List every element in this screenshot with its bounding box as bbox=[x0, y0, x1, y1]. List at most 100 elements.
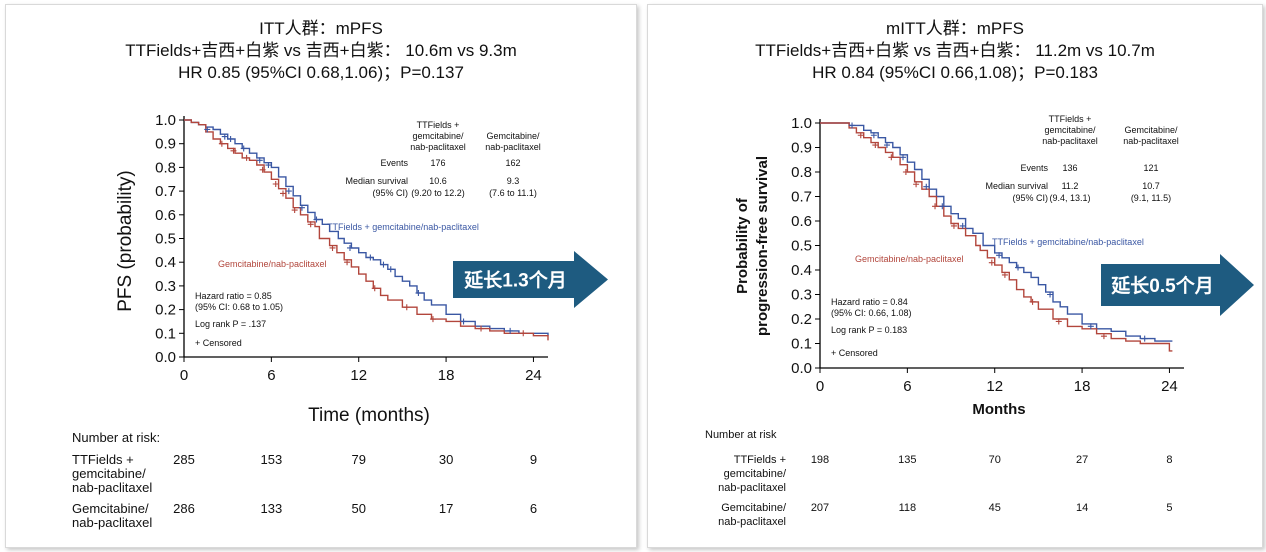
censor-mark bbox=[256, 157, 263, 164]
y-tick-label: 0.8 bbox=[155, 159, 176, 176]
risk-row-label: nab-paclitaxel bbox=[72, 480, 152, 495]
y-tick-label: 0.5 bbox=[155, 231, 176, 248]
risk-count: 286 bbox=[173, 501, 195, 516]
risk-count: 5 bbox=[1166, 502, 1172, 514]
y-tick-label: 0.9 bbox=[155, 136, 176, 153]
table-row-label: (95% CI) bbox=[372, 188, 408, 198]
censor-mark bbox=[265, 162, 272, 169]
censor-mark bbox=[932, 203, 939, 210]
risk-count: 133 bbox=[261, 501, 283, 516]
risk-table-title: Number at risk bbox=[705, 429, 777, 441]
censor-mark bbox=[460, 318, 467, 325]
x-tick-label: 0 bbox=[816, 378, 824, 395]
risk-row-label: nab-paclitaxel bbox=[718, 516, 786, 528]
y-tick-label: 0.6 bbox=[791, 213, 812, 230]
x-tick-label: 0 bbox=[180, 367, 188, 384]
y-tick-label: 0.1 bbox=[155, 325, 176, 342]
censor-mark bbox=[1001, 271, 1008, 278]
censor-mark bbox=[415, 290, 422, 297]
risk-count: 45 bbox=[989, 502, 1001, 514]
censor-mark bbox=[285, 188, 292, 195]
risk-row-label: TTFields + bbox=[734, 454, 786, 466]
risk-count: 153 bbox=[261, 452, 283, 467]
censor-mark bbox=[507, 327, 514, 334]
km-curve-control bbox=[820, 122, 1173, 352]
mitt-chart-panel: mITT人群：mPFS TTFields+吉西+白紫 vs 吉西+白紫： 11.… bbox=[647, 4, 1263, 548]
censor-mark bbox=[883, 142, 890, 149]
censor-mark bbox=[243, 154, 250, 161]
y-tick-label: 0.3 bbox=[791, 287, 812, 304]
table-col-header: nab-paclitaxel bbox=[410, 142, 466, 152]
censor-mark bbox=[1087, 323, 1094, 330]
km-plot-itt: 0.0 0.1 0.2 0.3 0.4 0.5 0.6 0.7 0.8 0.9 1.0 0 6 12 18 2… bbox=[72, 112, 608, 530]
censor-mark bbox=[367, 254, 374, 261]
censor-mark bbox=[298, 204, 305, 211]
censor-mark bbox=[1047, 291, 1054, 298]
y-tick-label: 0.9 bbox=[791, 140, 812, 157]
risk-count: 8 bbox=[1166, 454, 1172, 466]
x-tick-label: 12 bbox=[986, 378, 1003, 395]
risk-count: 207 bbox=[811, 502, 829, 514]
series-label-control: Gemcitabine/nab-paclitaxel bbox=[855, 254, 964, 264]
table-col-header: TTFields + bbox=[417, 120, 460, 130]
table-ci-value: (9.1, 11.5) bbox=[1131, 193, 1171, 203]
table-row-label: (95% CI) bbox=[1012, 193, 1048, 203]
risk-row-label: TTFields + bbox=[72, 452, 134, 467]
km-curve-ttfields bbox=[820, 122, 1173, 342]
y-tick-label: 0.7 bbox=[791, 189, 812, 206]
censor-mark bbox=[291, 207, 298, 214]
risk-count: 9 bbox=[530, 452, 537, 467]
censor-mark bbox=[272, 180, 279, 187]
censor-mark bbox=[939, 203, 946, 210]
risk-count: 285 bbox=[173, 452, 195, 467]
risk-count: 118 bbox=[899, 502, 917, 514]
censor-mark bbox=[950, 222, 957, 229]
y-axis-label: progression-free survival bbox=[754, 156, 771, 336]
x-tick-label: 12 bbox=[350, 367, 367, 384]
censor-mark bbox=[849, 122, 856, 129]
risk-row-label: gemcitabine/ bbox=[72, 466, 146, 481]
risk-count: 30 bbox=[439, 452, 453, 467]
risk-count: 79 bbox=[351, 452, 365, 467]
x-tick-label: 24 bbox=[525, 367, 542, 384]
callout-arrow bbox=[453, 251, 608, 308]
chart-subtitle: TTFields+吉西+白紫 vs 吉西+白紫： 11.2m vs 10.7m bbox=[755, 41, 1155, 60]
y-tick-label: 0.1 bbox=[791, 336, 812, 353]
risk-count: 17 bbox=[439, 501, 453, 516]
series-label-control: Gemcitabine/nab-paclitaxel bbox=[218, 259, 327, 269]
chart-subtitle: TTFields+吉西+白紫 vs 吉西+白紫： 10.6m vs 9.3m bbox=[125, 41, 517, 60]
y-tick-label: 1.0 bbox=[791, 115, 812, 132]
censored-legend: + Censored bbox=[195, 338, 242, 348]
censor-mark bbox=[240, 145, 247, 152]
censor-mark bbox=[218, 140, 225, 147]
censor-mark bbox=[387, 266, 394, 273]
table-col-header: Gemcitabine/ bbox=[486, 131, 540, 141]
censor-mark bbox=[346, 244, 353, 251]
censor-mark bbox=[280, 190, 287, 197]
censor-mark bbox=[872, 142, 879, 149]
y-tick-label: 0.4 bbox=[155, 254, 176, 271]
itt-chart-panel: ITT人群：mPFS TTFields+吉西+白紫 vs 吉西+白紫： 10.6… bbox=[5, 4, 637, 548]
risk-count: 14 bbox=[1076, 502, 1088, 514]
table-row-label: Events bbox=[1020, 163, 1048, 173]
table-events-value: 136 bbox=[1062, 163, 1077, 173]
censor-mark bbox=[221, 133, 228, 140]
table-ci-value: (9.4, 13.1) bbox=[1049, 193, 1090, 203]
table-events-value: 162 bbox=[505, 158, 520, 168]
y-tick-label: 0.6 bbox=[155, 207, 176, 224]
table-col-header: Gemcitabine/ bbox=[1124, 125, 1178, 135]
x-tick-label: 18 bbox=[438, 367, 455, 384]
y-tick-label: 0.5 bbox=[791, 238, 812, 255]
table-row-label: Median survival bbox=[985, 181, 1048, 191]
risk-table-title: Number at risk: bbox=[72, 430, 160, 445]
censor-mark bbox=[380, 261, 387, 268]
censor-mark bbox=[959, 222, 966, 229]
risk-row-label: nab-paclitaxel bbox=[72, 515, 152, 530]
y-tick-label: 0.4 bbox=[791, 262, 812, 279]
km-plot-mitt: 0.00.10.20.30.40.50.60.70.80.91.00 6 12 18 2… bbox=[705, 114, 1254, 528]
table-col-header: gemcitabine/ bbox=[1044, 125, 1096, 135]
censor-mark bbox=[996, 252, 1003, 259]
risk-count: 50 bbox=[351, 501, 365, 516]
table-col-header: TTFields + bbox=[1049, 114, 1092, 124]
x-axis-label: Months bbox=[972, 401, 1025, 418]
